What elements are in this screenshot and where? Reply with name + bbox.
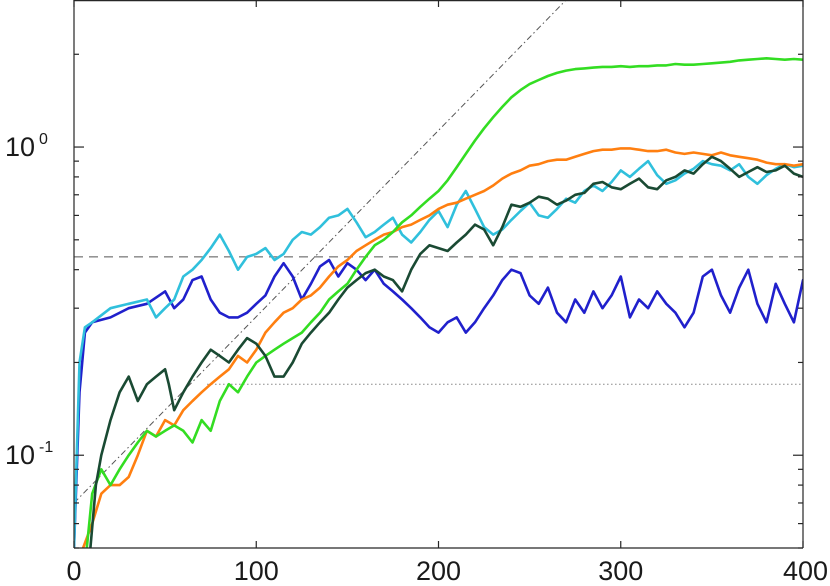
axes	[73, 0, 804, 549]
x-tick-label: 300	[598, 556, 643, 586]
x-tick-label: 400	[783, 556, 828, 586]
x-tick-label: 100	[234, 556, 279, 586]
x-tick-label: 0	[66, 556, 81, 586]
y-tick-label: 10 -1	[5, 439, 53, 470]
series-line-2	[74, 159, 803, 548]
reference-line-dashdot	[74, 0, 567, 504]
x-tick-label: 200	[416, 556, 461, 586]
series-line-3	[81, 147, 803, 548]
series-line-5	[89, 155, 803, 548]
y-tick-label: 10 0	[5, 131, 48, 162]
series-line-1	[74, 258, 803, 548]
reference-lines	[74, 0, 803, 504]
series-lines	[74, 57, 803, 548]
series-line-4	[85, 57, 803, 548]
